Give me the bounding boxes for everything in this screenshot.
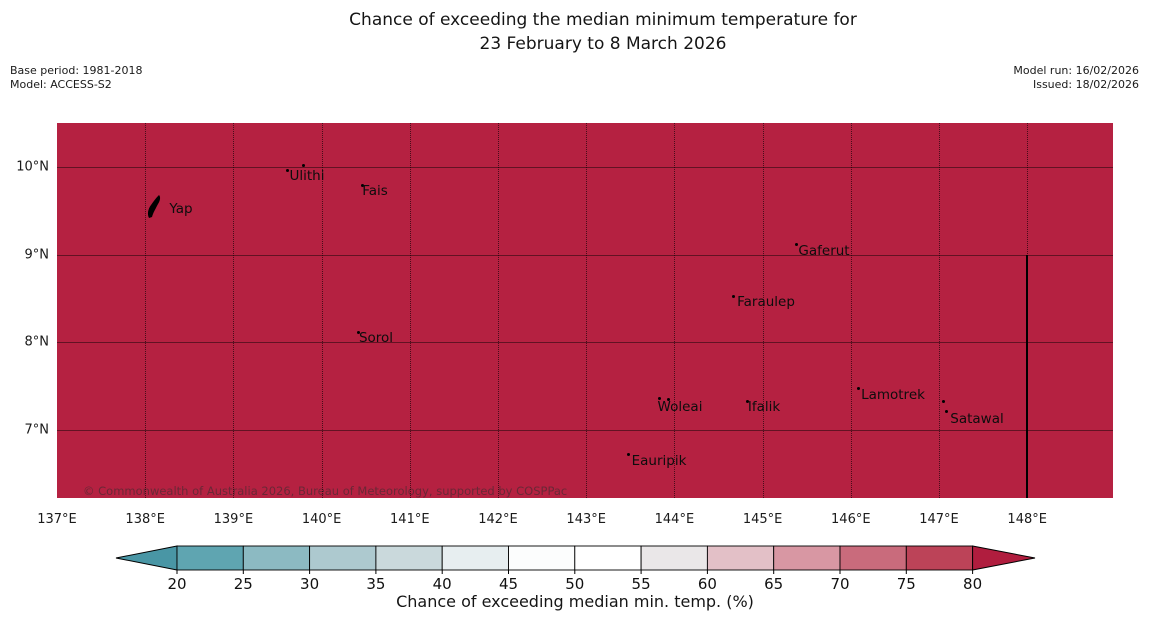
island-label-eauripik: Eauripik xyxy=(631,453,687,469)
lat-tick-label: 9°N xyxy=(24,247,50,263)
figure-title: Chance of exceeding the median minimum t… xyxy=(56,8,1150,56)
lon-tick-label: 143°E xyxy=(566,512,606,527)
colorbar-tick-label: 30 xyxy=(300,575,319,593)
lon-tick-label: 138°E xyxy=(125,512,165,527)
eez-boundary-line xyxy=(1026,254,1029,498)
lon-tick-label: 141°E xyxy=(390,512,430,527)
map-plot: © Commonwealth of Australia 2026, Bureau… xyxy=(57,123,1113,498)
figure-title-line2: 23 February to 8 March 2026 xyxy=(479,34,727,54)
lon-grid-line xyxy=(145,123,147,498)
lon-tick-label: 139°E xyxy=(213,512,254,527)
lat-grid-line xyxy=(57,166,1113,168)
lon-tick-label: 142°E xyxy=(478,512,518,527)
island-dot xyxy=(732,295,735,298)
lat-grid-line xyxy=(57,429,1113,431)
issued-text: Issued: 18/02/2026 xyxy=(1032,78,1139,91)
base-period-annotation: Base period: 1981-2018 Model: ACCESS-S2 xyxy=(10,64,142,92)
lat-tick-label: 8°N xyxy=(24,334,50,350)
colorbar-tick-label: 70 xyxy=(830,575,849,593)
island-dot xyxy=(302,164,305,167)
lon-grid-line xyxy=(498,123,499,498)
island-dot xyxy=(357,331,360,334)
colorbar-segment xyxy=(574,545,642,571)
lat-tick-label: 7°N xyxy=(24,422,50,438)
colorbar-segment xyxy=(375,545,443,571)
colorbar-segment xyxy=(441,545,509,571)
colorbar-tick-label: 25 xyxy=(234,575,253,593)
colorbar-segment xyxy=(242,545,311,571)
run-info-annotation: Model run: 16/02/2026 Issued: 18/02/2026 xyxy=(1013,64,1139,92)
island-dot xyxy=(857,387,860,390)
lon-tick-label: 144°E xyxy=(654,512,695,527)
colorbar-tick-label: 20 xyxy=(167,575,186,593)
colorbar-segment xyxy=(309,545,377,571)
lon-tick-label: 147°E xyxy=(919,512,959,527)
island-dot xyxy=(658,397,661,400)
lon-grid-line xyxy=(674,123,676,498)
island-label-faraulep: Faraulep xyxy=(737,294,795,310)
lon-tick-label: 137°E xyxy=(37,512,77,527)
colorbar-tick-label: 35 xyxy=(366,575,385,593)
copyright-text: © Commonwealth of Australia 2026, Bureau… xyxy=(83,484,568,498)
base-period-text: Base period: 1981-2018 xyxy=(10,64,143,77)
lon-tick-label: 145°E xyxy=(742,512,783,527)
island-label-ifalik: Ifalik xyxy=(747,399,781,415)
island-dot xyxy=(945,410,948,413)
figure-title-line1: Chance of exceeding the median minimum t… xyxy=(349,10,857,30)
lon-grid-line xyxy=(586,123,588,498)
colorbar-tick-label: 45 xyxy=(499,575,518,593)
lon-grid-line xyxy=(762,123,764,498)
lat-grid-line xyxy=(57,254,1113,256)
island-dot xyxy=(286,169,289,172)
colorbar-tick-label: 80 xyxy=(963,575,982,593)
island-dot xyxy=(746,400,749,403)
lon-grid-line xyxy=(233,123,235,498)
colorbar-segment xyxy=(706,545,775,571)
colorbar-segment xyxy=(176,545,244,571)
island-dot xyxy=(667,398,670,401)
island-dot xyxy=(942,400,945,403)
lat-tick-label: 10°N xyxy=(16,159,49,175)
colorbar-tick-label: 75 xyxy=(897,575,916,593)
lon-tick-label: 146°E xyxy=(831,512,871,527)
colorbar-tick-label: 50 xyxy=(565,575,584,593)
island-label-gaferut: Gaferut xyxy=(798,243,850,259)
colorbar-segment xyxy=(839,545,907,571)
island-label-woleai: Woleai xyxy=(657,399,703,415)
lon-grid-line xyxy=(850,123,852,498)
colorbar-over-arrow xyxy=(972,545,1036,571)
colorbar-segment xyxy=(773,545,841,571)
island-label-sorol: Sorol xyxy=(358,330,394,346)
colorbar-tick-label: 65 xyxy=(764,575,783,593)
colorbar-tick-label: 60 xyxy=(698,575,717,593)
island-dot xyxy=(361,184,364,187)
lon-grid-line xyxy=(939,123,940,498)
lon-tick-label: 148°E xyxy=(1007,512,1047,527)
island-label-fais: Fais xyxy=(362,183,388,199)
colorbar-segment xyxy=(508,545,576,571)
island-dot xyxy=(627,453,630,456)
island-label-yap: Yap xyxy=(169,201,193,217)
island-label-satawal: Satawal xyxy=(950,411,1004,427)
colorbar: 20 25 30 35 40 45 50 55 60 65 70 75 80 xyxy=(115,545,1036,593)
island-label-lamotrek: Lamotrek xyxy=(861,387,925,403)
colorbar-segment xyxy=(905,545,974,571)
colorbar-tick-label: 55 xyxy=(632,575,651,593)
model-run-text: Model run: 16/02/2026 xyxy=(1013,64,1139,77)
lon-tick-label: 140°E xyxy=(301,512,342,527)
lat-grid-line xyxy=(57,342,1113,344)
lon-grid-line xyxy=(409,123,411,498)
island-dot xyxy=(795,243,798,246)
island-label-ulithi: Ulithi xyxy=(289,168,325,184)
model-text: Model: ACCESS-S2 xyxy=(10,78,112,91)
colorbar-label: Chance of exceeding median min. temp. (%… xyxy=(396,592,754,611)
colorbar-under-arrow xyxy=(115,545,178,571)
colorbar-tick-label: 40 xyxy=(433,575,452,593)
colorbar-segment xyxy=(640,545,708,571)
lon-grid-line xyxy=(321,123,323,498)
yap-island-shape xyxy=(146,194,164,224)
